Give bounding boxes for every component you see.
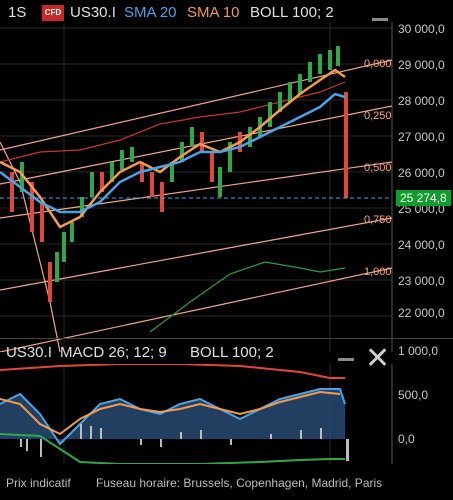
cfd-badge: CFD <box>42 5 64 21</box>
current-price-badge: 25 274,8 <box>396 190 451 206</box>
macd-label[interactable]: MACD 26; 12; 9 <box>60 344 167 361</box>
pane-divider[interactable] <box>0 338 453 339</box>
fib-label-4: 1,000 <box>364 266 392 278</box>
boll-label[interactable]: BOLL 100; 2 <box>250 4 334 21</box>
price-axis-8: 22 000,0 <box>398 306 445 320</box>
macd-axis-0: 1 000,0 <box>398 344 439 358</box>
macd-minimize-icon[interactable] <box>338 358 354 361</box>
macd-symbol: US30.I <box>6 344 52 361</box>
macd-axis-1: 500,0 <box>398 388 429 402</box>
macd-boll-label[interactable]: BOLL 100; 2 <box>190 344 274 361</box>
price-axis-0: 30 000,0 <box>398 22 445 36</box>
indicative-price-note: Prix indicatif <box>6 476 71 490</box>
price-axis-2: 28 000,0 <box>398 94 445 108</box>
fib-label-0: 0,000 <box>364 58 392 70</box>
close-icon[interactable]: ✕ <box>365 342 391 375</box>
price-chart[interactable] <box>0 22 453 352</box>
price-axis-7: 23 000,0 <box>398 274 445 288</box>
fib-label-2: 0,500 <box>364 162 392 174</box>
symbol-label[interactable]: US30.I <box>70 4 116 21</box>
price-axis-6: 24 000,0 <box>398 238 445 252</box>
sma10-label[interactable]: SMA 10 <box>187 4 240 21</box>
candles <box>10 46 348 302</box>
timeframe-label[interactable]: 1S <box>8 4 27 21</box>
fib-label-1: 0,250 <box>364 110 392 122</box>
macd-chart[interactable] <box>0 364 453 464</box>
fib-label-3: 0,750 <box>364 214 392 226</box>
sma20-label[interactable]: SMA 20 <box>124 4 177 21</box>
price-axis-1: 29 000,0 <box>398 58 445 72</box>
price-axis-4: 26 000,0 <box>398 166 445 180</box>
macd-axis-2: 0,0 <box>398 432 415 446</box>
minimize-icon[interactable] <box>372 18 388 21</box>
timezone-label: Fuseau horaire: Brussels, Copenhagen, Ma… <box>96 476 383 490</box>
price-axis-3: 27 000,0 <box>398 130 445 144</box>
